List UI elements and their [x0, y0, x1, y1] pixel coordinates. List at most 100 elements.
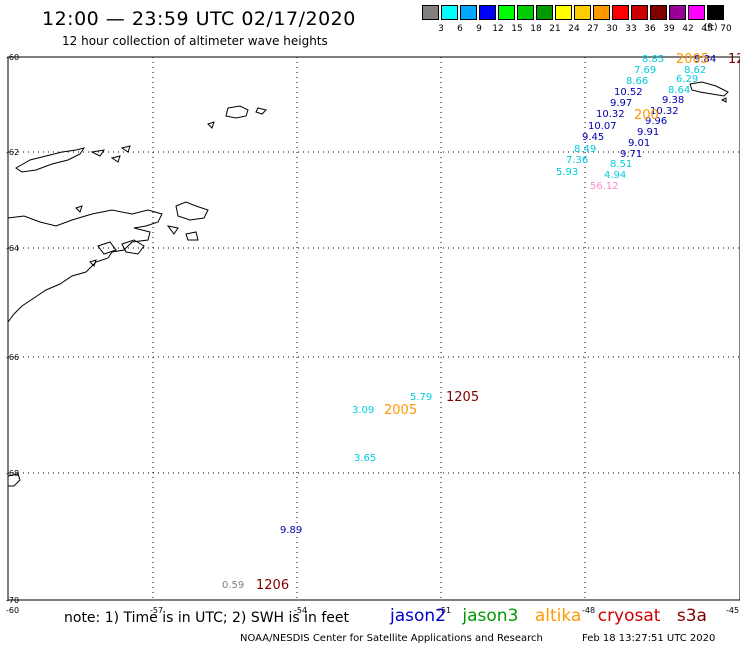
credit-line: NOAA/NESDIS Center for Satellite Applica…	[240, 633, 543, 644]
swh-observation: 3.65	[354, 453, 376, 464]
lat-label: -64	[6, 244, 19, 253]
mission-altika: altika	[534, 606, 582, 626]
pass-time-label: 12	[728, 52, 740, 67]
swh-observation: 3.09	[352, 405, 374, 416]
legend-label: 45	[701, 24, 713, 34]
coastline-southwest	[7, 473, 21, 487]
coastline-island-cluster	[75, 201, 209, 267]
swh-observation: 9.96	[645, 116, 667, 127]
legend-label: 15	[511, 24, 523, 34]
swh-observation: 9.89	[280, 525, 302, 536]
legend-swatch	[555, 5, 572, 20]
mission-legend: jason2 jason3 altika cryosat s3a	[390, 606, 718, 626]
swh-observation: 9.91	[637, 127, 659, 138]
legend-label: 30	[606, 24, 618, 34]
legend-label: 27	[587, 24, 599, 34]
lon-label: -60	[6, 606, 19, 615]
legend-label: 9	[476, 24, 482, 34]
legend-swatch	[479, 5, 496, 20]
swh-observation: 9.45	[582, 132, 604, 143]
legend-swatch	[441, 5, 458, 20]
mission-cryosat: cryosat	[597, 606, 661, 626]
swh-observation: 8.85	[642, 54, 664, 65]
observation-layer: 8.857.698.6610.529.9710.3210.079.458.497…	[222, 54, 716, 591]
legend-label: 3	[438, 24, 444, 34]
legend-label: 36	[644, 24, 656, 34]
legend-swatch	[593, 5, 610, 20]
lat-label: -68	[6, 469, 19, 478]
legend-swatch	[612, 5, 629, 20]
lon-label: -48	[582, 606, 595, 615]
lat-axis: -60 -62 -64 -66 -68 -70	[6, 53, 19, 605]
swh-observation: 5.79	[410, 392, 432, 403]
swh-observation: 10.32	[596, 109, 625, 120]
swh-observation: 9.01	[628, 138, 650, 149]
lat-label: -70	[6, 596, 19, 605]
legend-swatch	[650, 5, 667, 20]
mission-jason3: jason3	[462, 606, 519, 626]
map-title: 12:00 — 23:59 UTC 02/17/2020	[42, 8, 356, 30]
pass-time-label: 2005	[676, 52, 709, 67]
map-frame	[7, 56, 740, 601]
generated-timestamp: Feb 18 13:27:51 UTC 2020	[582, 633, 716, 644]
lat-label: -62	[6, 148, 19, 157]
swh-observation: 7.36	[566, 155, 588, 166]
swh-observation: 8.64	[668, 85, 690, 96]
pass-time-layer: 2005 12 200 1205 2005 1206	[256, 52, 740, 593]
lon-label: -45	[726, 606, 739, 615]
legend-swatch	[422, 5, 439, 20]
legend-label: 70	[720, 24, 732, 34]
swh-observation: 10.52	[614, 87, 643, 98]
legend-swatch	[707, 5, 724, 20]
swh-observation: 10.32	[650, 106, 679, 117]
swh-observation: 10.07	[588, 121, 617, 132]
coastline-south-shetland	[207, 105, 267, 129]
swh-observation: 6.29	[676, 74, 698, 85]
legend-label: 39	[663, 24, 675, 34]
swh-observation: 8.51	[610, 159, 632, 170]
swh-observation: 56.12	[590, 181, 619, 192]
lon-label: -54	[294, 606, 307, 615]
pass-time-label: 1206	[256, 578, 289, 593]
map-subtitle: 12 hour collection of altimeter wave hei…	[62, 34, 328, 48]
footer-note: note: 1) Time is in UTC; 2) SWH is in fe…	[64, 610, 350, 626]
swh-observation: 5.93	[556, 167, 578, 178]
legend-label: 6	[457, 24, 463, 34]
legend-label: 33	[625, 24, 637, 34]
legend-label: 21	[549, 24, 561, 34]
coastline-peninsula	[7, 209, 163, 323]
swh-observation: 8.66	[626, 76, 648, 87]
mission-s3a: s3a	[676, 606, 707, 626]
swh-observation: 9.97	[610, 98, 632, 109]
lat-label: -66	[6, 353, 19, 362]
lat-label: -60	[6, 53, 19, 62]
coastline	[7, 81, 729, 487]
legend-swatch	[460, 5, 477, 20]
legend-swatch	[517, 5, 534, 20]
swh-observation: 9.71	[620, 149, 642, 160]
graticule	[8, 57, 740, 600]
legend-swatch	[669, 5, 686, 20]
pass-time-label: 1205	[446, 390, 479, 405]
legend-unit: (ft)	[704, 23, 718, 33]
legend-swatch	[631, 5, 648, 20]
lon-label: -57	[150, 606, 163, 615]
swh-observation: 4.94	[604, 170, 626, 181]
legend-label: 18	[530, 24, 542, 34]
legend-swatch	[688, 5, 705, 20]
color-legend: (ft) 3 6 9 12 15 18 21 24 27 30 33 36 39 42 45 70	[422, 5, 732, 41]
legend-label: 12	[492, 24, 504, 34]
legend-swatch	[498, 5, 515, 20]
swh-observation: 8.49	[574, 144, 596, 155]
legend-label: 42	[682, 24, 694, 34]
legend-swatch	[536, 5, 553, 20]
swh-observation: 9.84	[694, 54, 716, 65]
legend-swatch	[574, 5, 591, 20]
swh-observation: 7.69	[634, 65, 656, 76]
swh-observation: 9.38	[662, 95, 684, 106]
pass-time-label: 2005	[384, 403, 417, 418]
legend-label: 24	[568, 24, 580, 34]
mission-jason2: jason2	[390, 606, 446, 626]
swh-observation: 0.59	[222, 580, 244, 591]
